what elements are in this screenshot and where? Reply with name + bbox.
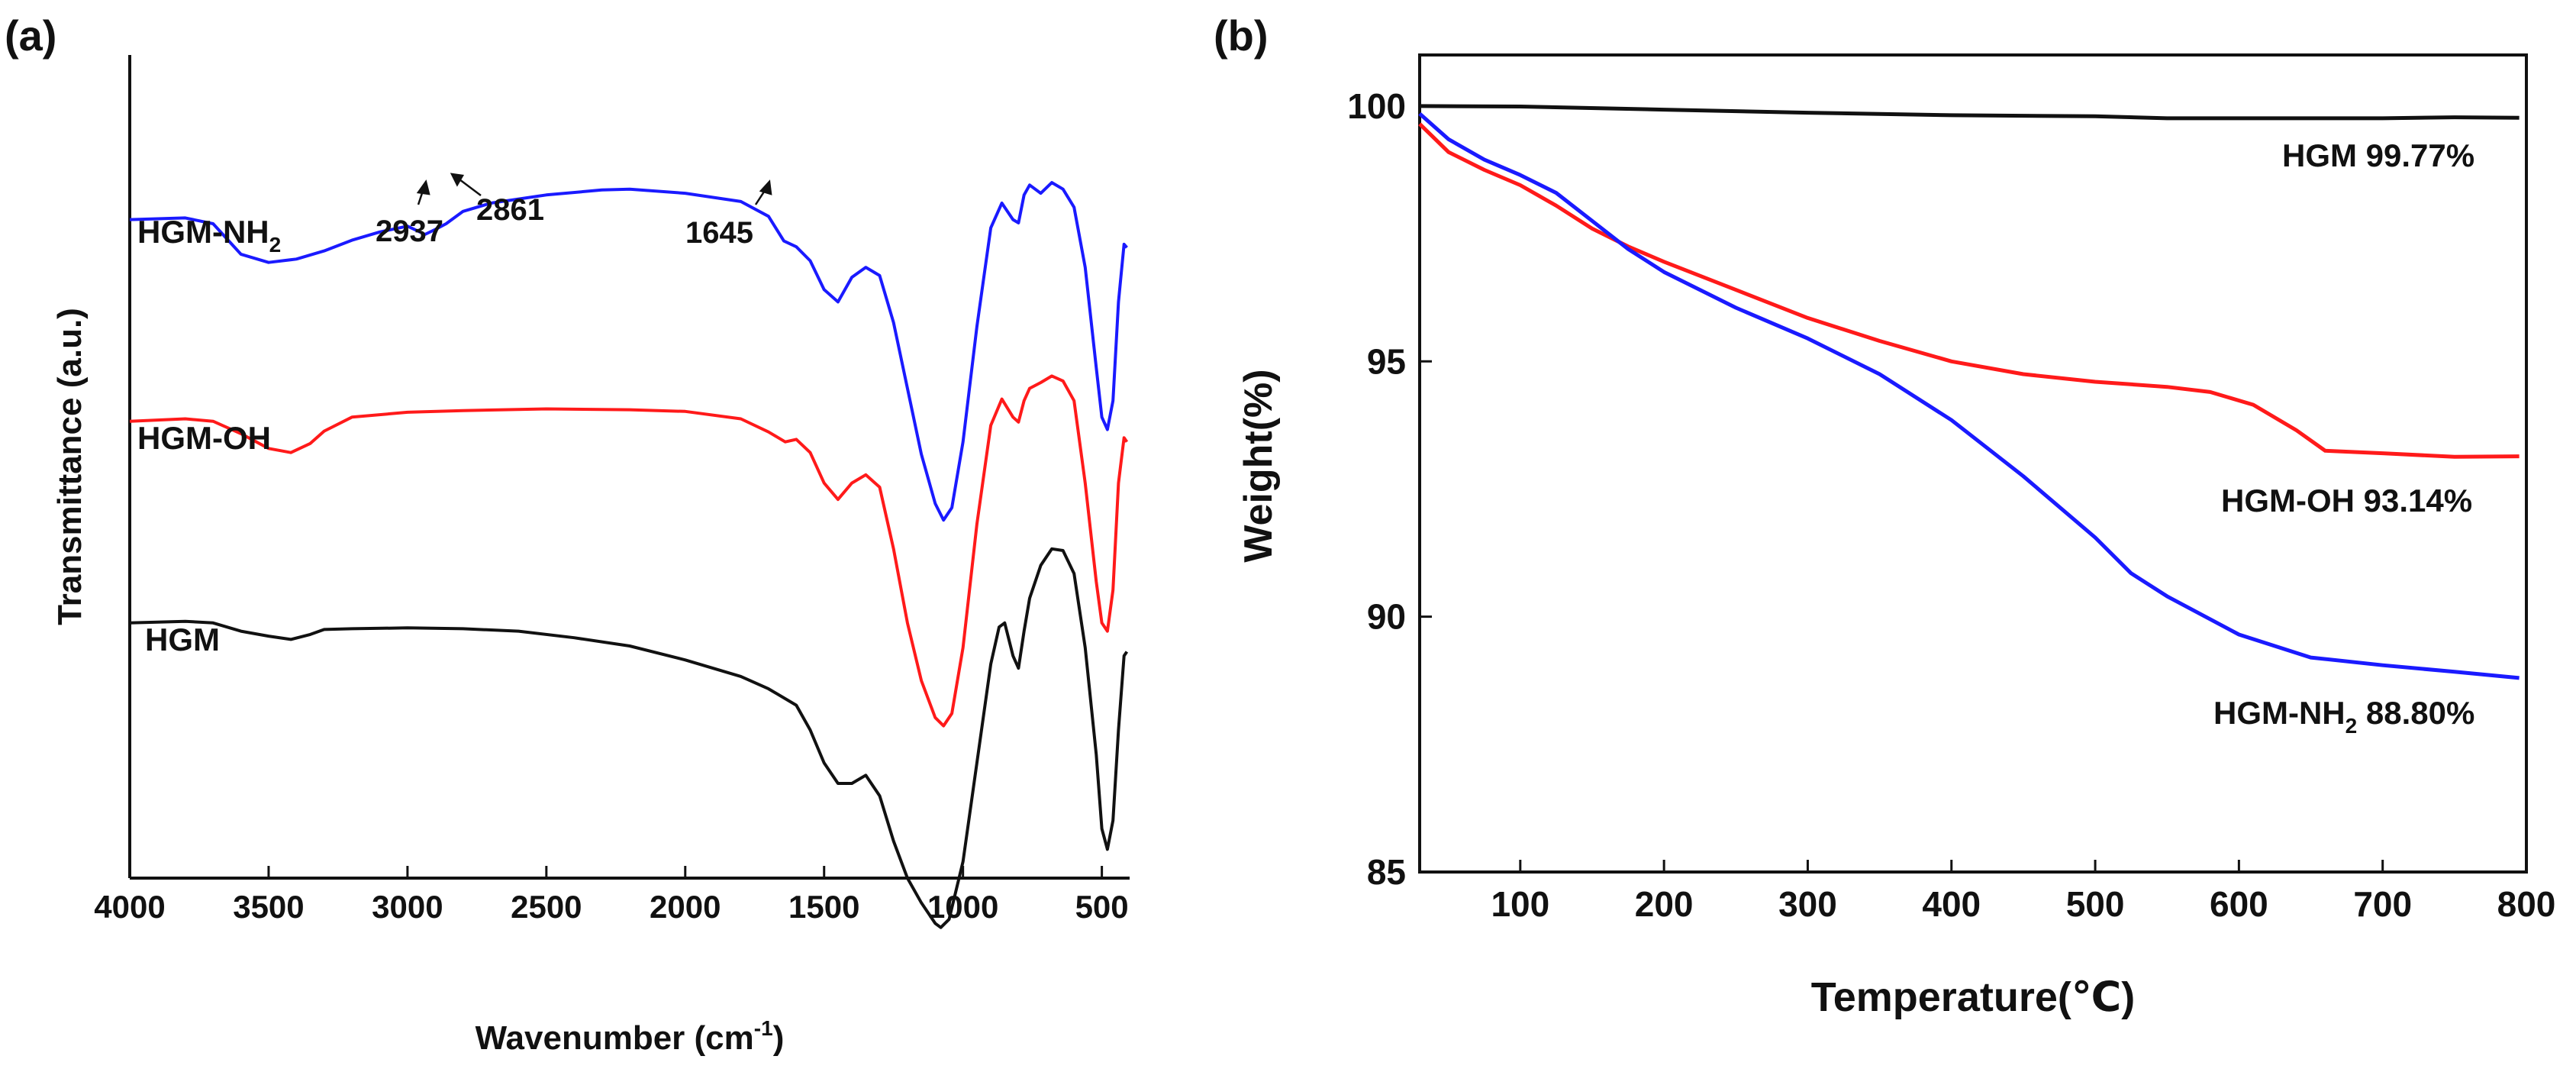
- peak-annotation-2861: 2861: [476, 193, 544, 227]
- tga-series-hgm-nh2: [1418, 112, 2520, 680]
- curve-label-hgm-oh-tga: HGM-OH 93.14%: [2221, 483, 2472, 518]
- panel-b-x-tick-label: 300: [1778, 884, 1837, 924]
- panel-b-label: (b): [1214, 11, 1269, 60]
- curve-label-hgm-oh-ir: HGM-OH: [137, 420, 271, 456]
- curve-label-hgm-nh2-ir: HGM-NH2: [137, 214, 281, 257]
- panel-b-x-tick-label: 200: [1635, 884, 1694, 924]
- panel-b-y-tick-label: 95: [1367, 341, 1406, 381]
- panel-a-x-tick-label: 2000: [650, 889, 721, 925]
- panel-b-x-tick-label: 400: [1922, 884, 1981, 924]
- tga-series-hgm: [1419, 104, 2520, 121]
- panel-b-x-tick-label: 100: [1491, 884, 1549, 924]
- panel-a: (a) Transmittance (a.u.) Wavenumber (cm-…: [5, 11, 1130, 1057]
- panel-b-x-axis-label: Temperature(℃): [1811, 974, 2135, 1020]
- panel-b: (b) Weight(%) Temperature(℃) 100 200 300 40…: [1214, 11, 2555, 1020]
- panel-b-y-tick-label: 90: [1367, 597, 1406, 637]
- panel-a-x-tick-label: 3000: [372, 889, 443, 925]
- curve-label-hgm-ir: HGM: [145, 622, 220, 657]
- panel-b-y-axis-label: Weight(%): [1236, 369, 1281, 562]
- panel-b-x-tick-label: 500: [2066, 884, 2125, 924]
- peak-annotation-1645: 1645: [685, 216, 753, 250]
- panel-b-y-tick-label: 85: [1367, 852, 1406, 892]
- panel-a-label: (a): [5, 11, 56, 60]
- panel-b-ticks: 100 200 300 400 500 600 700 800 85 90 95 100: [1347, 86, 2555, 924]
- curve-label-hgm-nh2-tga: HGM-NH2 88.80%: [2213, 695, 2474, 738]
- peak-arrows: [416, 173, 772, 205]
- ftir-series-hgm: [129, 547, 1129, 929]
- arrow-2861-head: [450, 173, 465, 187]
- panel-b-y-tick-label: 100: [1347, 86, 1406, 126]
- ftir-series-hgm-nh2: [129, 181, 1128, 522]
- panel-b-x-tick-label: 800: [2497, 884, 2556, 924]
- panel-a-y-axis-label: Transmittance (a.u.): [51, 308, 89, 625]
- panel-b-x-tick-label: 600: [2210, 884, 2268, 924]
- panel-a-x-axis-label: Wavenumber (cm-1): [476, 1016, 785, 1057]
- panel-a-x-tick-label: 4000: [94, 889, 165, 925]
- panel-a-x-tick-label: 3500: [233, 889, 304, 925]
- panel-a-x-tick-label: 500: [1075, 889, 1129, 925]
- tga-series-hgm-oh: [1418, 122, 2520, 459]
- arrow-1645-head: [759, 179, 772, 195]
- panel-a-x-tick-label: 1500: [788, 889, 859, 925]
- panel-a-x-tick-label: 2500: [511, 889, 582, 925]
- peak-annotation-2937: 2937: [376, 215, 443, 248]
- ftir-series-hgm-oh: [129, 374, 1129, 728]
- panel-a-series: [129, 181, 1129, 929]
- panel-a-x-tick-label: 1000: [927, 889, 998, 925]
- curve-label-hgm-tga: HGM 99.77%: [2282, 137, 2474, 173]
- panel-b-x-tick-label: 700: [2353, 884, 2412, 924]
- panel-b-frame: [1418, 53, 2528, 874]
- arrow-2937-head: [416, 179, 430, 195]
- panel-a-x-ticks: 4000 3500 3000 2500 2000 1500 1000 500: [94, 866, 1129, 925]
- panel-b-series: [1418, 104, 2520, 680]
